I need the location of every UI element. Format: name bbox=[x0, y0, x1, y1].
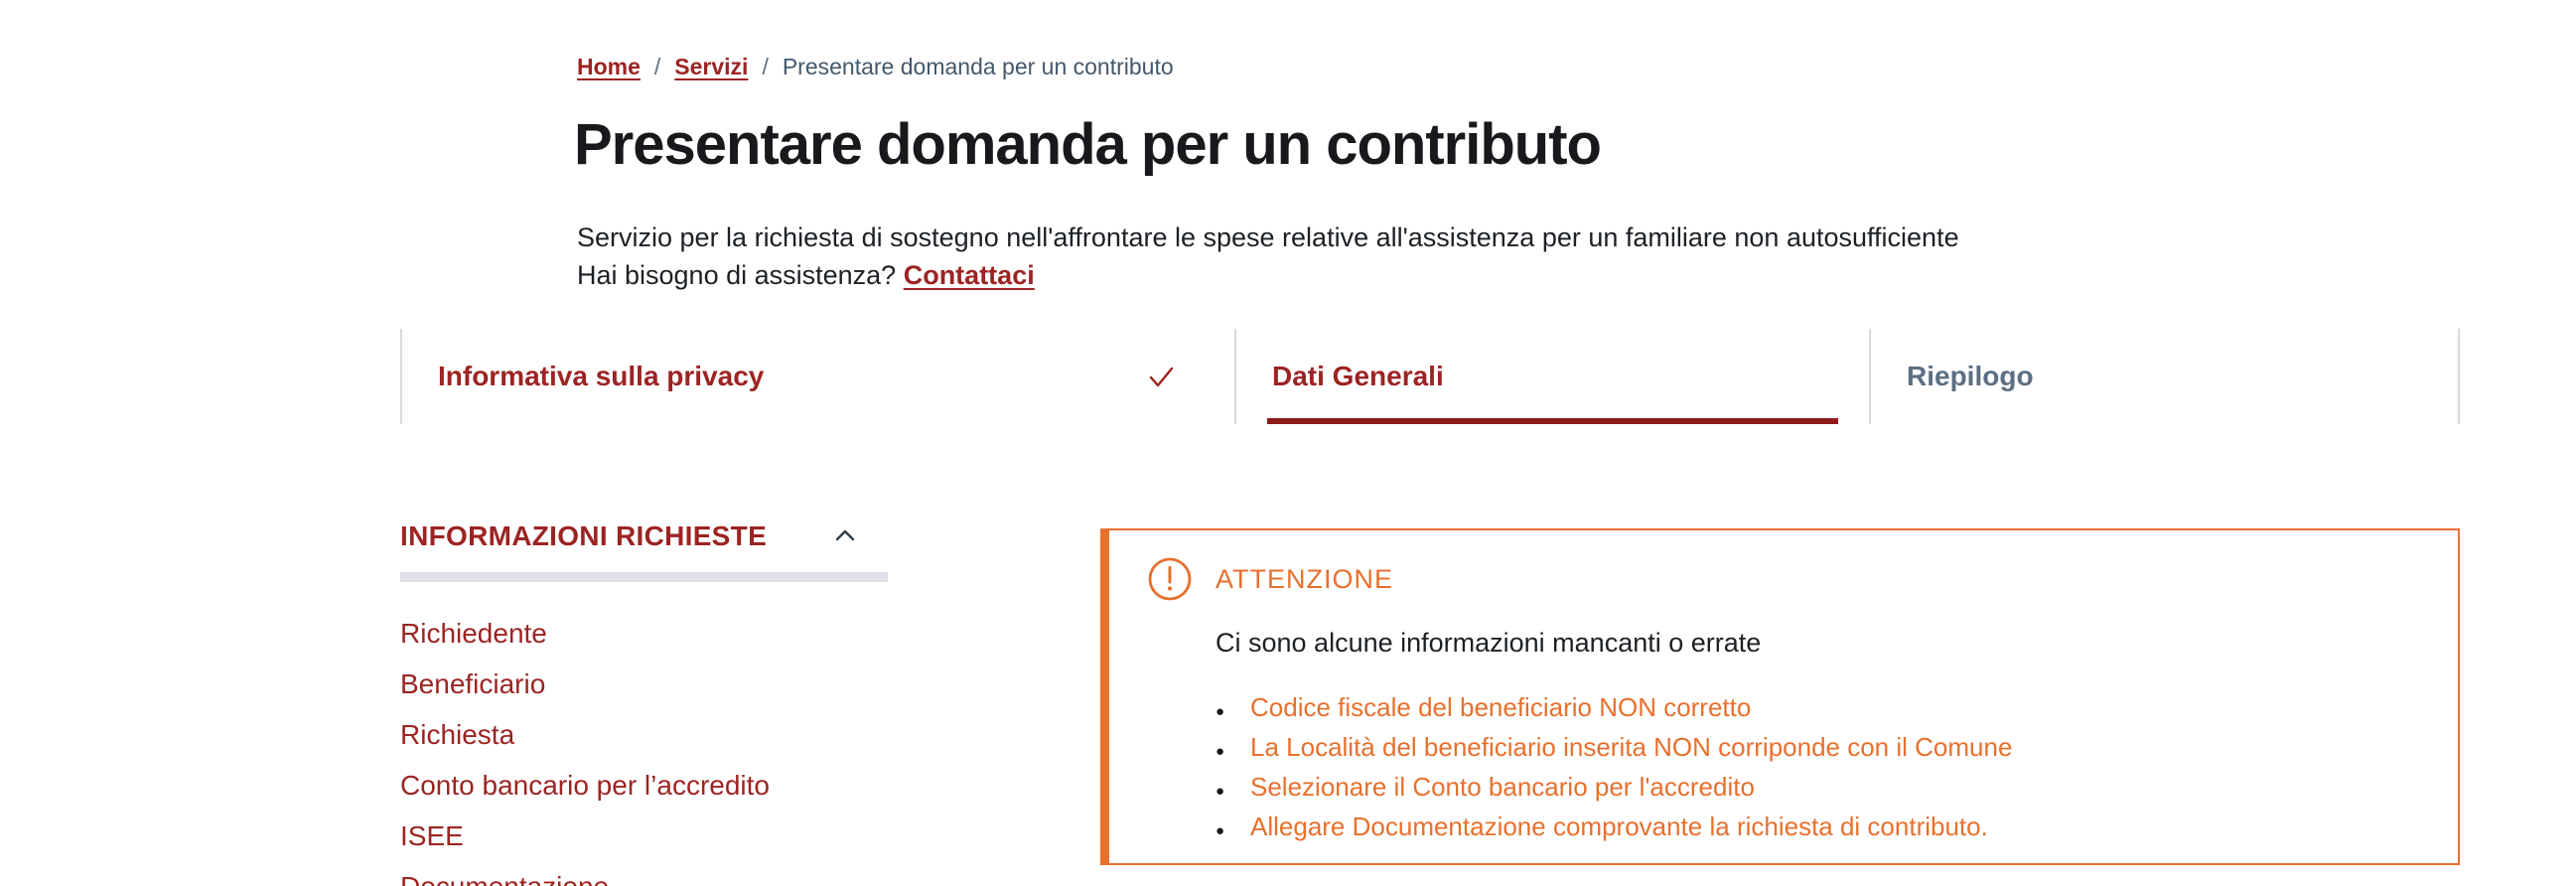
exclamation-circle-icon bbox=[1147, 556, 1193, 602]
alert-title: ATTENZIONE bbox=[1216, 563, 1394, 594]
chevron-up-icon bbox=[830, 525, 860, 548]
collapse-toggle-button[interactable] bbox=[828, 523, 862, 550]
list-item: La Località del beneficiario inserita NO… bbox=[1216, 732, 2418, 765]
error-link-documentazione[interactable]: Allegare Documentazione comprovante la r… bbox=[1250, 812, 1988, 841]
breadcrumb-separator: / bbox=[762, 54, 769, 79]
list-item: Conto bancario per l’accredito bbox=[400, 771, 888, 806]
list-item: Documentazione bbox=[400, 872, 888, 886]
tab-dati-generali[interactable]: Dati Generali bbox=[1234, 329, 1869, 424]
sidebar-nav: Richiedente Beneficiario Richiesta Conto… bbox=[400, 619, 888, 886]
contattaci-link[interactable]: Contattaci bbox=[903, 260, 1035, 290]
alert-message: Ci sono alcune informazioni mancanti o e… bbox=[1216, 628, 1762, 658]
list-item: Richiesta bbox=[400, 720, 888, 755]
breadcrumb-home-link[interactable]: Home bbox=[577, 54, 641, 79]
page-description: Servizio per la richiesta di sostegno ne… bbox=[577, 219, 1959, 294]
list-item: Beneficiario bbox=[400, 669, 888, 704]
tab-label: Dati Generali bbox=[1272, 361, 1444, 391]
list-item: Codice fiscale del beneficiario NON corr… bbox=[1216, 692, 2418, 725]
sidebar-header: INFORMAZIONI RICHIESTE bbox=[400, 520, 888, 552]
list-item: Allegare Documentazione comprovante la r… bbox=[1216, 812, 2418, 844]
sidebar-item-richiesta[interactable]: Richiesta bbox=[400, 719, 515, 750]
tab-label: Riepilogo bbox=[1907, 361, 2034, 391]
breadcrumb: Home / Servizi / Presentare domanda per … bbox=[577, 54, 1174, 80]
error-link-conto-bancario[interactable]: Selezionare il Conto bancario per l'accr… bbox=[1250, 772, 1755, 802]
service-description: Servizio per la richiesta di sostegno ne… bbox=[577, 222, 1959, 252]
list-item: ISEE bbox=[400, 821, 888, 856]
tab-riepilogo[interactable]: Riepilogo bbox=[1869, 329, 2458, 424]
alert-error-list: Codice fiscale del beneficiario NON corr… bbox=[1216, 692, 2418, 844]
progress-bar bbox=[400, 572, 888, 582]
warning-alert: ATTENZIONE Ci sono alcune informazioni m… bbox=[1100, 528, 2460, 865]
error-link-localita[interactable]: La Località del beneficiario inserita NO… bbox=[1250, 732, 2013, 762]
breadcrumb-servizi-link[interactable]: Servizi bbox=[674, 54, 749, 79]
sidebar-item-conto-bancario[interactable]: Conto bancario per l’accredito bbox=[400, 770, 770, 801]
assistance-prompt: Hai bisogno di assistenza? bbox=[577, 260, 904, 290]
breadcrumb-current-page: Presentare domanda per un contributo bbox=[782, 54, 1174, 79]
tab-informativa-privacy[interactable]: Informativa sulla privacy bbox=[400, 329, 1234, 424]
sidebar-item-documentazione[interactable]: Documentazione bbox=[400, 871, 609, 886]
check-icon bbox=[1145, 361, 1177, 392]
assistance-line: Hai bisogno di assistenza? Contattaci bbox=[577, 256, 1959, 294]
tab-label: Informativa sulla privacy bbox=[438, 361, 765, 391]
sidebar-item-richiedente[interactable]: Richiedente bbox=[400, 618, 547, 649]
sidebar-item-isee[interactable]: ISEE bbox=[400, 820, 464, 851]
breadcrumb-separator: / bbox=[653, 54, 661, 79]
list-item: Richiedente bbox=[400, 619, 888, 654]
sidebar-informazioni-richieste: INFORMAZIONI RICHIESTE Richiedente Benef… bbox=[400, 520, 888, 886]
sidebar-title: INFORMAZIONI RICHIESTE bbox=[400, 520, 768, 551]
stepper-tabs: Informativa sulla privacy Dati Generali … bbox=[400, 329, 2460, 424]
sidebar-item-beneficiario[interactable]: Beneficiario bbox=[400, 668, 546, 699]
error-link-codice-fiscale[interactable]: Codice fiscale del beneficiario NON corr… bbox=[1250, 692, 1752, 722]
alert-header: ATTENZIONE bbox=[1147, 556, 2418, 602]
list-item: Selezionare il Conto bancario per l'accr… bbox=[1216, 772, 2418, 805]
page-title: Presentare domanda per un contributo bbox=[574, 112, 1602, 177]
